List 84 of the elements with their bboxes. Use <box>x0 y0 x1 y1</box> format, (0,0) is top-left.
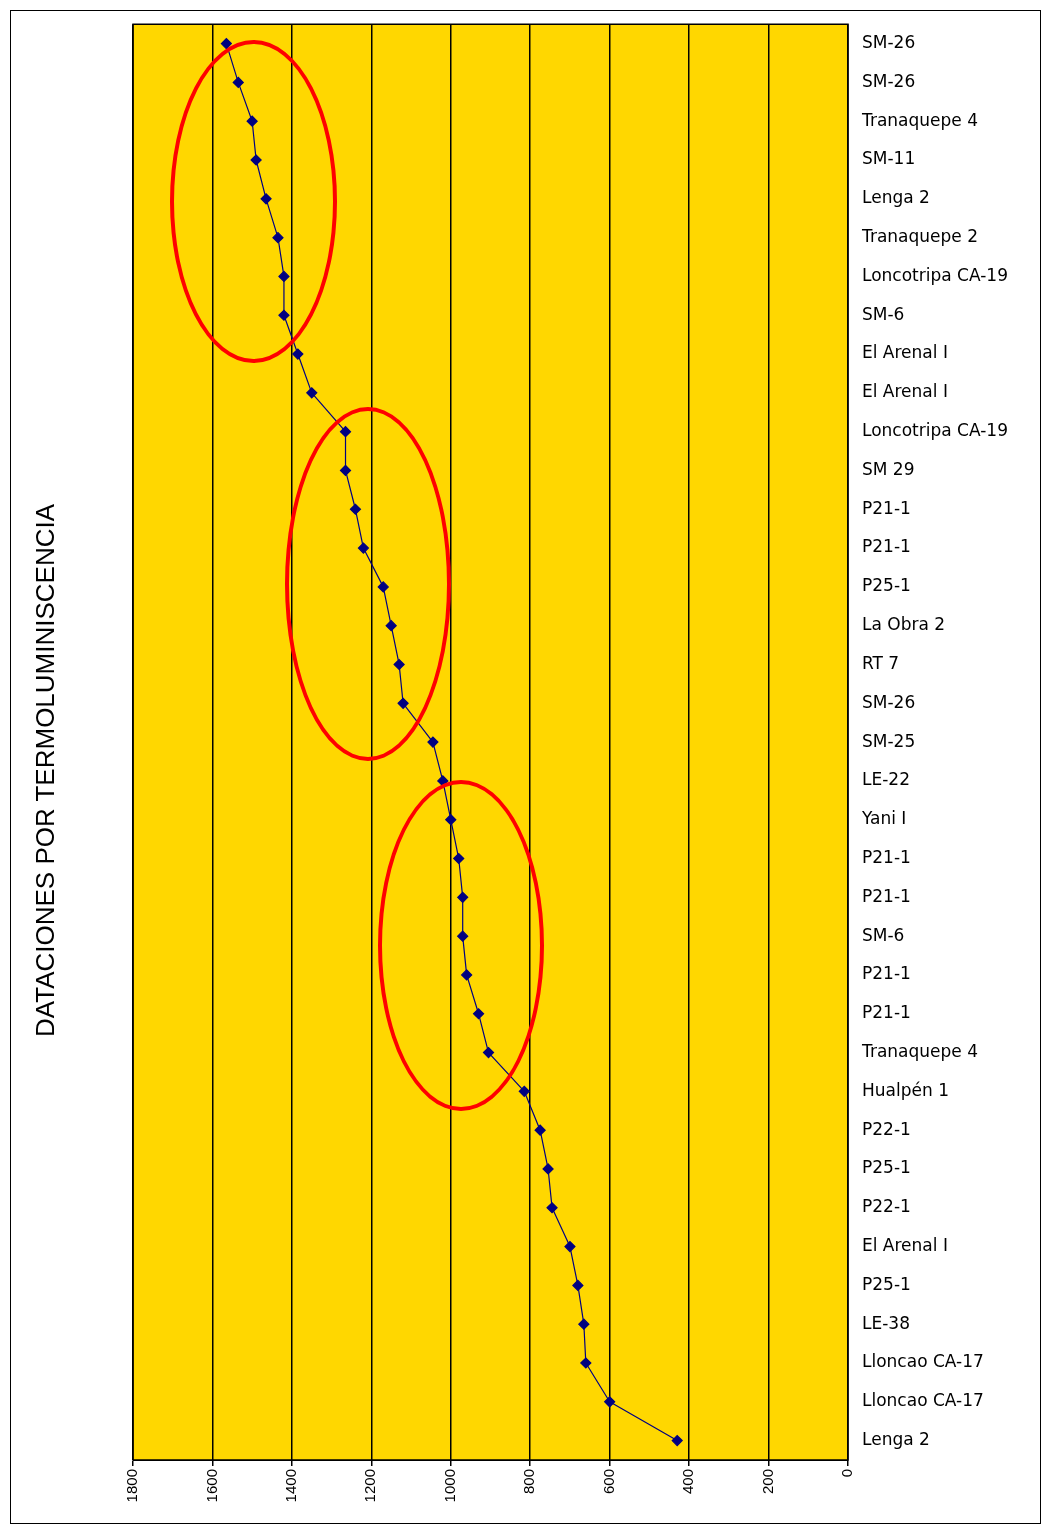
point <box>580 1357 592 1369</box>
y-tick-label: P21-1 <box>862 846 911 867</box>
point <box>534 1124 546 1136</box>
y-tick-label: P25-1 <box>862 575 911 596</box>
y-tick-label: Tranaquepe 4 <box>861 1040 978 1061</box>
x-tick-label: 1000 <box>440 1469 458 1503</box>
y-tick-label: SM-26 <box>862 691 916 712</box>
y-tick-label: P22-1 <box>862 1118 911 1139</box>
y-tick-label: Tranaquepe 2 <box>861 226 978 247</box>
point <box>278 309 290 321</box>
point <box>445 814 457 826</box>
point <box>457 891 469 903</box>
y-tick-label: El Arenal I <box>862 381 948 402</box>
y-tick-label: SM-6 <box>862 303 905 324</box>
y-tick-label: Hualpén 1 <box>862 1079 949 1100</box>
point <box>397 697 409 709</box>
point <box>220 38 232 50</box>
point <box>578 1318 590 1330</box>
y-tick-label: Loncotripa CA-19 <box>862 420 1008 441</box>
point <box>292 348 304 360</box>
point <box>671 1435 683 1447</box>
point <box>572 1279 584 1291</box>
y-tick-label: LE-22 <box>862 769 910 790</box>
y-tick-label: Tranaquepe 4 <box>861 109 978 130</box>
point <box>546 1202 558 1214</box>
point <box>482 1046 495 1059</box>
point <box>472 1008 485 1020</box>
y-tick-label: SM 29 <box>862 458 915 479</box>
y-tick-label: LE-38 <box>862 1312 910 1333</box>
x-tick-label: 1800 <box>123 1469 141 1503</box>
y-tick-label: P25-1 <box>862 1273 911 1294</box>
point <box>385 620 397 632</box>
x-tick-label: 1600 <box>202 1469 220 1503</box>
point <box>272 232 284 244</box>
y-tick-label: SM-11 <box>862 148 916 169</box>
y-tick-label: La Obra 2 <box>862 614 946 635</box>
point <box>427 736 439 748</box>
y-tick-label: P21-1 <box>862 885 911 906</box>
point <box>246 115 258 127</box>
y-tick-label: P21-1 <box>862 963 911 984</box>
x-tick-label: 400 <box>679 1469 697 1495</box>
y-tick-label: RT 7 <box>862 652 900 673</box>
point <box>250 154 262 166</box>
y-tick-label: Lenga 2 <box>862 1429 930 1450</box>
point <box>461 969 473 981</box>
x-tick-label: 0 <box>838 1469 856 1478</box>
point <box>457 930 469 942</box>
point <box>278 270 290 283</box>
point <box>542 1163 554 1175</box>
point <box>306 387 318 399</box>
point <box>339 464 352 477</box>
point <box>339 426 352 438</box>
y-tick-label: P21-1 <box>862 497 911 518</box>
y-tick-label: Lloncao CA-17 <box>862 1351 984 1372</box>
x-tick-label: 200 <box>758 1469 776 1495</box>
y-tick-label: SM-25 <box>862 730 916 751</box>
x-tick-label: 600 <box>599 1469 617 1495</box>
y-tick-label: Lenga 2 <box>862 187 930 208</box>
y-tick-label: P22-1 <box>862 1196 911 1217</box>
y-tick-label: P21-1 <box>862 1002 911 1023</box>
y-tick-label: Loncotripa CA-19 <box>862 264 1008 285</box>
y-tick-label: Lloncao CA-17 <box>862 1390 984 1411</box>
y-tick-label: SM-26 <box>862 32 916 53</box>
y-tick-label: P25-1 <box>862 1157 911 1178</box>
y-tick-label: El Arenal I <box>862 1234 948 1255</box>
point <box>377 581 389 593</box>
point <box>357 542 369 554</box>
point <box>349 503 362 515</box>
point <box>453 852 465 865</box>
point <box>393 658 405 671</box>
point <box>260 193 272 205</box>
point <box>604 1396 616 1408</box>
x-tick-label: 1200 <box>361 1469 379 1503</box>
point <box>232 76 244 89</box>
text: DATACIONES POR TERMOLUMINISCENCIA <box>30 502 61 1039</box>
x-tick-label: 800 <box>520 1469 538 1495</box>
point <box>518 1085 530 1097</box>
point <box>564 1240 576 1253</box>
y-tick-label: Yani I <box>861 808 907 829</box>
y-tick-label: El Arenal I <box>862 342 948 363</box>
y-tick-label: SM-26 <box>862 70 916 91</box>
y-tick-label: SM-6 <box>862 924 905 945</box>
y-tick-label: P21-1 <box>862 536 911 557</box>
x-tick-label: 1400 <box>282 1469 300 1503</box>
